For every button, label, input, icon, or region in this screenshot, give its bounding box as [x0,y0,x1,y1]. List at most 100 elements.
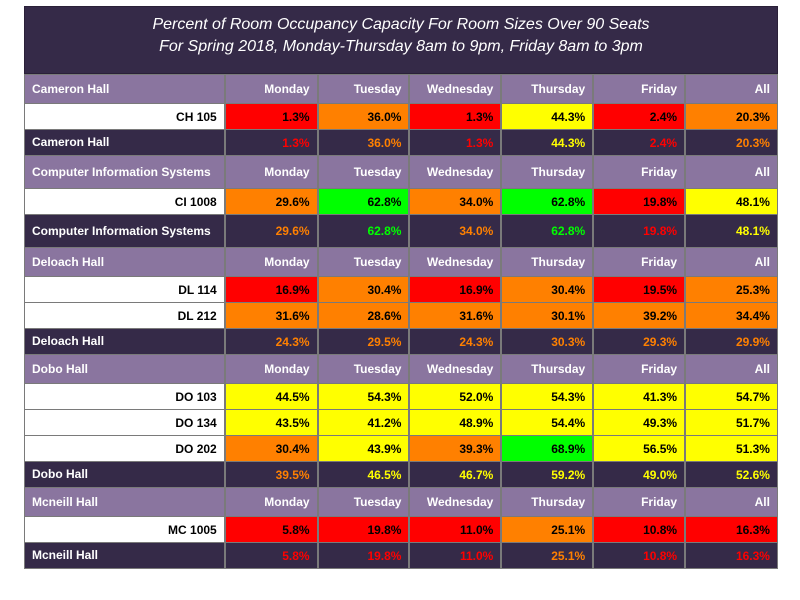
room-row: DO 103 44.5% 54.3% 52.0% 54.3% 41.3% 54.7% [24,383,778,410]
summary-value-cell: 20.3% [685,129,778,156]
occupancy-value-cell: 44.5% [224,383,318,410]
occupancy-value-cell: 10.8% [593,516,686,543]
summary-value-cell: 5.8% [224,542,318,569]
group-header-label: Computer Information Systems [24,155,225,189]
room-row: DO 134 43.5% 41.2% 48.9% 54.4% 49.3% 51.7% [24,409,778,436]
summary-value-cell: 19.8% [317,542,410,569]
summary-value-cell: 19.8% [593,214,686,248]
occupancy-value-cell: 30.4% [501,276,594,303]
column-header: Monday [224,74,318,104]
occupancy-value-cell: 5.8% [224,516,318,543]
column-header: Wednesday [409,354,502,384]
summary-value-cell: 2.4% [593,129,686,156]
group-summary-row: Computer Information Systems 29.6% 62.8% 34… [24,214,778,248]
column-header: All [685,155,778,189]
occupancy-value-cell: 30.4% [224,435,318,462]
group-header-label: Cameron Hall [24,74,225,104]
occupancy-value-cell: 19.8% [593,188,686,215]
column-header: Tuesday [317,155,410,189]
column-header: Thursday [501,155,594,189]
occupancy-value-cell: 52.0% [409,383,502,410]
column-header: Tuesday [317,247,410,277]
column-header: Wednesday [409,74,502,104]
occupancy-value-cell: 16.9% [224,276,318,303]
occupancy-value-cell: 1.3% [409,103,502,130]
occupancy-value-cell: 41.2% [317,409,410,436]
summary-value-cell: 24.3% [224,328,318,355]
column-header: Tuesday [317,487,410,517]
summary-value-cell: 25.1% [501,542,594,569]
occupancy-value-cell: 31.6% [409,302,502,329]
room-row: DO 202 30.4% 43.9% 39.3% 68.9% 56.5% 51.3% [24,435,778,462]
occupancy-value-cell: 34.0% [409,188,502,215]
column-header: All [685,354,778,384]
column-header: Friday [593,74,686,104]
summary-value-cell: 1.3% [409,129,502,156]
column-header: Tuesday [317,74,410,104]
column-header: Friday [593,155,686,189]
occupancy-value-cell: 34.4% [685,302,778,329]
room-row: DL 212 31.6% 28.6% 31.6% 30.1% 39.2% 34.4% [24,302,778,329]
summary-value-cell: 29.5% [317,328,410,355]
occupancy-value-cell: 44.3% [501,103,594,130]
column-header: Monday [224,155,318,189]
column-header: Wednesday [409,155,502,189]
occupancy-value-cell: 30.1% [501,302,594,329]
occupancy-value-cell: 51.7% [685,409,778,436]
chart-title-box: Percent of Room Occupancy Capacity For R… [24,6,778,74]
group-header-label: Mcneill Hall [24,487,225,517]
occupancy-value-cell: 2.4% [593,103,686,130]
occupancy-value-cell: 20.3% [685,103,778,130]
summary-value-cell: 46.5% [317,461,410,488]
summary-value-cell: 10.8% [593,542,686,569]
summary-value-cell: 48.1% [685,214,778,248]
occupancy-value-cell: 54.7% [685,383,778,410]
occupancy-value-cell: 16.9% [409,276,502,303]
column-header: Friday [593,354,686,384]
occupancy-value-cell: 28.6% [317,302,410,329]
occupancy-value-cell: 54.4% [501,409,594,436]
occupancy-value-cell: 48.9% [409,409,502,436]
occupancy-value-cell: 62.8% [317,188,410,215]
group-summary-row: Dobo Hall 39.5% 46.5% 46.7% 59.2% 49.0% 52.6% [24,461,778,488]
column-header: All [685,487,778,517]
column-header: Thursday [501,354,594,384]
occupancy-value-cell: 25.1% [501,516,594,543]
room-label: DO 202 [24,435,225,462]
column-header: Friday [593,487,686,517]
occupancy-value-cell: 39.2% [593,302,686,329]
column-header: Monday [224,354,318,384]
room-label: DL 212 [24,302,225,329]
summary-value-cell: 29.6% [224,214,318,248]
occupancy-value-cell: 54.3% [501,383,594,410]
summary-value-cell: 34.0% [409,214,502,248]
occupancy-value-cell: 1.3% [224,103,318,130]
occupancy-value-cell: 43.9% [317,435,410,462]
summary-value-cell: 16.3% [685,542,778,569]
room-label: DO 103 [24,383,225,410]
group-header-row: Mcneill Hall Monday Tuesday Wednesday Thursd… [24,487,778,517]
occupancy-value-cell: 16.3% [685,516,778,543]
group-summary-row: Mcneill Hall 5.8% 19.8% 11.0% 25.1% 10.8% 16.3… [24,542,778,569]
occupancy-value-cell: 48.1% [685,188,778,215]
occupancy-value-cell: 31.6% [224,302,318,329]
occupancy-value-cell: 49.3% [593,409,686,436]
room-label: MC 1005 [24,516,225,543]
occupancy-value-cell: 19.8% [317,516,410,543]
summary-value-cell: 29.3% [593,328,686,355]
occupancy-value-cell: 29.6% [224,188,318,215]
group-summary-label: Deloach Hall [24,328,225,355]
summary-value-cell: 36.0% [317,129,410,156]
group-header-row: Cameron Hall Monday Tuesday Wednesday Thursd… [24,74,778,104]
occupancy-value-cell: 39.3% [409,435,502,462]
occupancy-value-cell: 62.8% [501,188,594,215]
group-summary-row: Cameron Hall 1.3% 36.0% 1.3% 44.3% 2.4% 20.3% [24,129,778,156]
summary-value-cell: 62.8% [317,214,410,248]
group-summary-label: Cameron Hall [24,129,225,156]
column-header: Wednesday [409,487,502,517]
summary-value-cell: 30.3% [501,328,594,355]
occupancy-value-cell: 68.9% [501,435,594,462]
summary-value-cell: 52.6% [685,461,778,488]
column-header: Thursday [501,247,594,277]
occupancy-value-cell: 56.5% [593,435,686,462]
